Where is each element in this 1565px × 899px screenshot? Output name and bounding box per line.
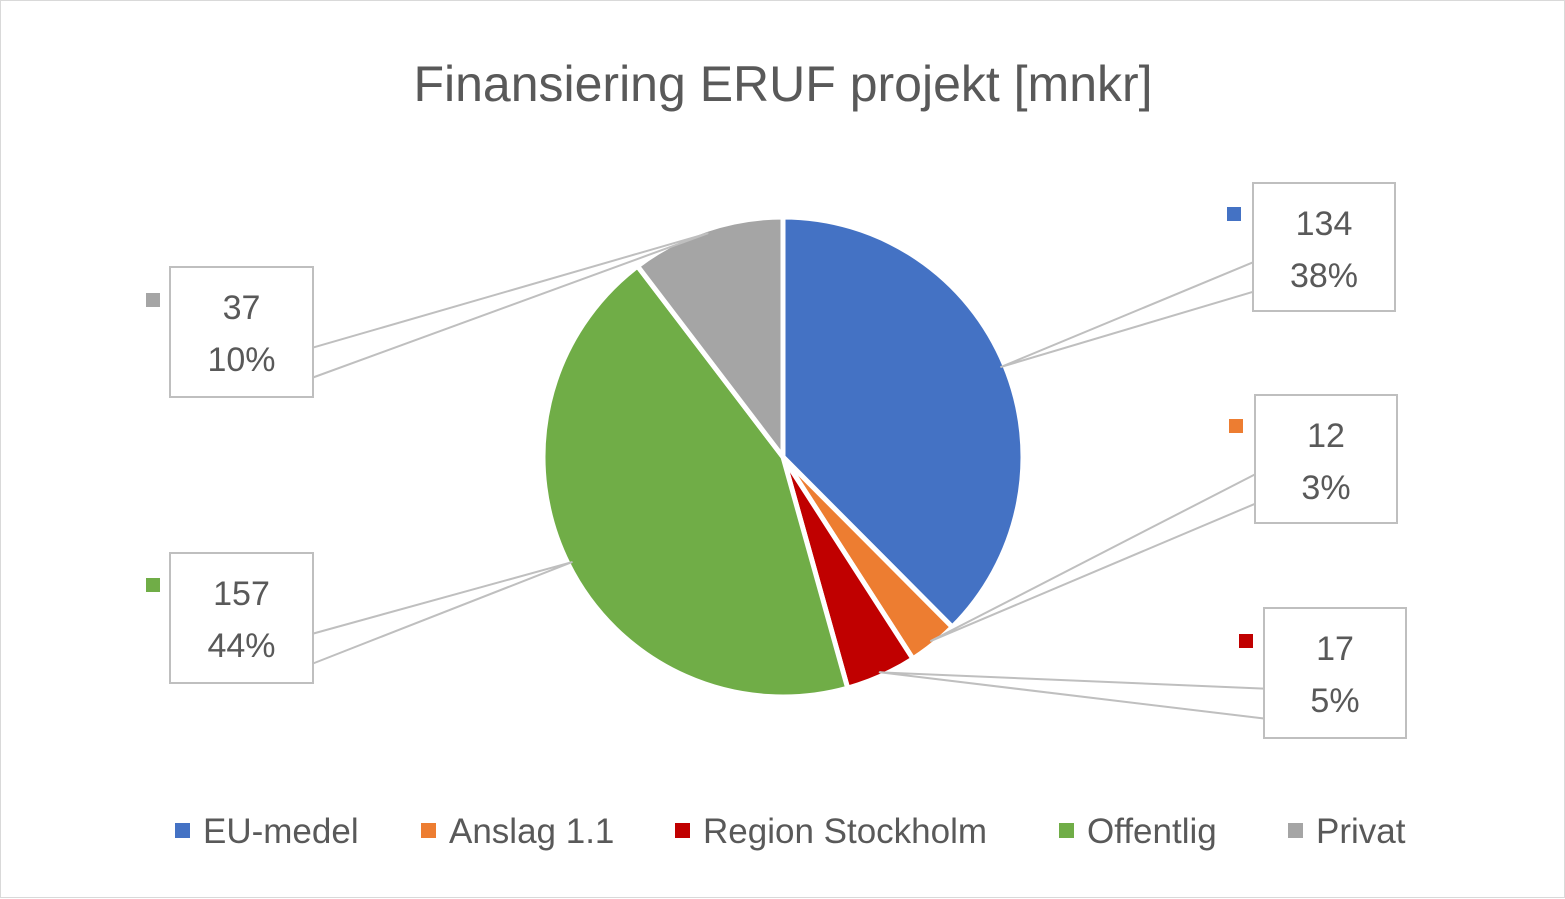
legend-label-region-stockholm: Region Stockholm bbox=[703, 812, 987, 851]
callout-key-region-stockholm bbox=[1239, 634, 1253, 648]
data-label-value-privat: 37 bbox=[223, 289, 261, 327]
data-label-value-offentlig: 157 bbox=[213, 575, 270, 613]
legend-key-anslag-1-1 bbox=[421, 823, 436, 838]
data-label-callouts: 134 38% 12 3% 17 5% 157 44% 37 10% bbox=[146, 182, 1407, 739]
data-label-value-anslag-1-1: 12 bbox=[1307, 417, 1345, 455]
data-label-percent-region-stockholm: 5% bbox=[1310, 682, 1359, 720]
legend-label-offentlig: Offentlig bbox=[1087, 812, 1217, 851]
data-label-percent-offentlig: 44% bbox=[207, 627, 275, 665]
legend-label-privat: Privat bbox=[1316, 812, 1406, 851]
legend-label-anslag-1-1: Anslag 1.1 bbox=[449, 812, 614, 851]
callout-box-anslag-1-1 bbox=[1254, 394, 1398, 524]
callout-box-region-stockholm bbox=[1263, 607, 1407, 739]
leader-line-offentlig bbox=[312, 561, 573, 665]
callout-box-privat bbox=[169, 266, 314, 398]
legend-key-eu-medel bbox=[175, 823, 190, 838]
legend-key-offentlig bbox=[1059, 823, 1074, 838]
legend-key-privat bbox=[1288, 823, 1303, 838]
callout-key-anslag-1-1 bbox=[1229, 419, 1243, 433]
pie-slice-privat bbox=[635, 214, 786, 460]
pie-slices bbox=[540, 214, 1026, 700]
data-label-value-eu-medel: 134 bbox=[1296, 205, 1353, 243]
legend-label-eu-medel: EU-medel bbox=[203, 812, 359, 851]
data-label-percent-anslag-1-1: 3% bbox=[1301, 469, 1350, 507]
callout-key-privat bbox=[146, 293, 160, 307]
data-label-percent-eu-medel: 38% bbox=[1290, 257, 1358, 295]
callout-key-offentlig bbox=[146, 578, 160, 592]
data-label-value-region-stockholm: 17 bbox=[1316, 630, 1354, 668]
leader-line-region-stockholm bbox=[878, 671, 1265, 720]
data-label-percent-privat: 10% bbox=[207, 341, 275, 379]
legend: EU-medel Anslag 1.1 Region Stockholm Offent… bbox=[175, 812, 1406, 851]
leader-lines bbox=[312, 232, 1265, 720]
callout-box-offentlig bbox=[169, 552, 314, 684]
callout-key-eu-medel bbox=[1227, 207, 1241, 221]
legend-key-region-stockholm bbox=[675, 823, 690, 838]
leader-line-eu-medel bbox=[1000, 261, 1254, 368]
chart-title: Finansiering ERUF projekt [mnkr] bbox=[413, 56, 1152, 112]
callout-box-eu-medel bbox=[1252, 182, 1396, 312]
